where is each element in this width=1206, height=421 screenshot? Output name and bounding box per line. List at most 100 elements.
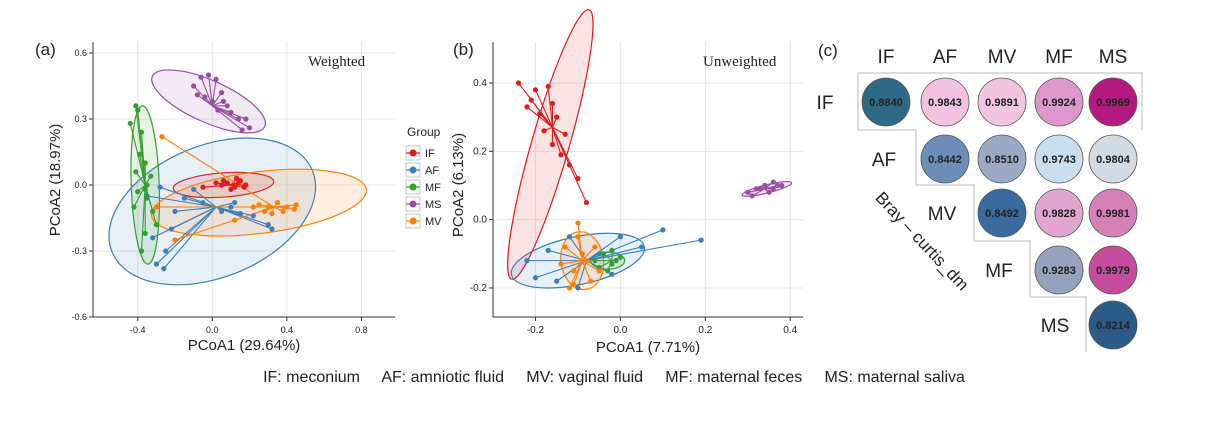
matrix-cell-value: 0.9843 xyxy=(928,97,962,109)
matrix-col-header-ms: MS xyxy=(1099,47,1128,68)
point-mv-1 xyxy=(274,200,281,206)
point-if-11 xyxy=(575,176,581,182)
point-af-5 xyxy=(181,195,187,201)
spoke-if-3 xyxy=(526,106,553,128)
point-mf-1 xyxy=(135,107,141,113)
point-if-6 xyxy=(228,186,234,192)
legend-label-ms: MS xyxy=(425,199,442,211)
spoke-af-0 xyxy=(163,206,217,269)
legend-key-dot-mf xyxy=(409,183,417,191)
point-ms-4 xyxy=(779,182,785,189)
spoke-af-12 xyxy=(159,186,217,208)
point-if-10 xyxy=(566,162,573,168)
point-ms-2 xyxy=(213,76,219,82)
point-ms-8 xyxy=(757,186,764,192)
matrix-row-header-mf: MF xyxy=(985,261,1012,282)
point-mv-9 xyxy=(558,261,564,267)
point-mv-1 xyxy=(575,234,581,240)
legend-key-dot-mv xyxy=(409,217,417,225)
matrix-cell-mf-ms xyxy=(1088,245,1138,295)
matrix-cell-value: 0.8442 xyxy=(928,154,962,166)
point-if-5 xyxy=(233,175,240,181)
x-tick-label: 0.0 xyxy=(613,325,627,336)
matrix-cell-value: 0.9283 xyxy=(1042,265,1076,277)
x-tick-label: 0.0 xyxy=(206,325,219,335)
matrix-cell-af-mv xyxy=(977,134,1027,184)
point-mf-7 xyxy=(135,189,141,195)
spoke-af-15 xyxy=(215,202,235,208)
spoke-af-6 xyxy=(586,239,702,262)
point-mf-15 xyxy=(137,151,143,157)
spoke-af-13 xyxy=(146,195,217,208)
point-if-7 xyxy=(562,131,568,137)
group-legend: Group IF AF MF MS MV xyxy=(405,125,442,229)
y-tick-label: 0.2 xyxy=(473,146,487,157)
spoke-if-1 xyxy=(534,89,553,128)
point-mv-6 xyxy=(280,208,286,214)
point-ms-8 xyxy=(202,94,208,100)
y-tick-label: 0.4 xyxy=(473,78,487,89)
point-af-8 xyxy=(269,226,275,232)
point-if-8 xyxy=(241,184,247,190)
x-tick-label: 0.4 xyxy=(783,325,797,336)
matrix-row-header-mv: MV xyxy=(928,204,957,225)
point-if-3 xyxy=(524,104,530,110)
point-if-11 xyxy=(213,180,219,186)
point-mv-3 xyxy=(571,268,577,274)
matrix-cell-value: 0.9804 xyxy=(1096,154,1131,166)
point-if-5 xyxy=(554,114,560,120)
point-if-9 xyxy=(235,180,242,186)
point-mf-16 xyxy=(142,186,148,192)
spoke-af-3 xyxy=(568,236,587,261)
point-ms-14 xyxy=(194,92,200,98)
point-af-6 xyxy=(698,237,704,243)
point-if-9 xyxy=(558,152,564,158)
matrix-cell-mv-mf xyxy=(1034,188,1084,238)
point-if-4 xyxy=(537,111,543,117)
point-ms-4 xyxy=(219,90,225,96)
panel-a-y-label: PCoA2 (18.97%) xyxy=(47,124,64,237)
point-mf-6 xyxy=(144,182,150,188)
point-af-10 xyxy=(219,208,225,214)
point-af-2 xyxy=(163,248,169,254)
spoke-af-11 xyxy=(586,236,621,262)
spoke-af-1 xyxy=(156,206,217,265)
spoke-if-10 xyxy=(202,184,231,188)
panel-b-x-label: PCoA1 (7.71%) xyxy=(596,339,700,356)
point-mf-10 xyxy=(153,222,159,228)
point-mf-9 xyxy=(150,208,156,214)
matrix-cell-value: 0.8214 xyxy=(1096,320,1131,332)
point-mv-13 xyxy=(256,202,262,208)
point-mv-7 xyxy=(159,134,165,140)
matrix-cell-value: 0.8510 xyxy=(985,154,1019,166)
y-tick-label: 0.0 xyxy=(74,180,87,190)
point-mv-8 xyxy=(153,204,159,210)
point-af-1 xyxy=(532,275,539,281)
point-ms-3 xyxy=(770,186,776,192)
point-if-6 xyxy=(541,128,547,134)
point-ms-0 xyxy=(198,74,204,80)
point-af-0 xyxy=(161,266,167,272)
spoke-af-8 xyxy=(577,260,587,289)
legend-key-dot-if xyxy=(409,149,417,157)
matrix-cell-value: 0.9924 xyxy=(1042,97,1077,109)
matrix-row-header-if: IF xyxy=(817,93,834,114)
point-mf-4 xyxy=(142,160,148,166)
matrix-col-header-af: AF xyxy=(933,47,957,68)
point-mf-12 xyxy=(138,248,145,254)
spoke-if-9 xyxy=(551,127,562,155)
point-mf-3 xyxy=(138,129,145,135)
point-ms-10 xyxy=(762,182,768,189)
point-af-5 xyxy=(639,244,645,250)
point-ms-15 xyxy=(220,98,227,104)
spoke-af-8 xyxy=(215,206,273,230)
panel-b-points xyxy=(515,80,785,291)
point-af-7 xyxy=(265,222,271,228)
spoke-af-1 xyxy=(535,260,587,279)
point-mv-4 xyxy=(588,278,594,284)
matrix-cell-value: 0.9828 xyxy=(1042,208,1076,220)
point-if-7 xyxy=(220,178,227,184)
point-af-4 xyxy=(172,208,178,214)
point-mf-14 xyxy=(148,173,154,179)
point-ms-10 xyxy=(235,116,242,122)
